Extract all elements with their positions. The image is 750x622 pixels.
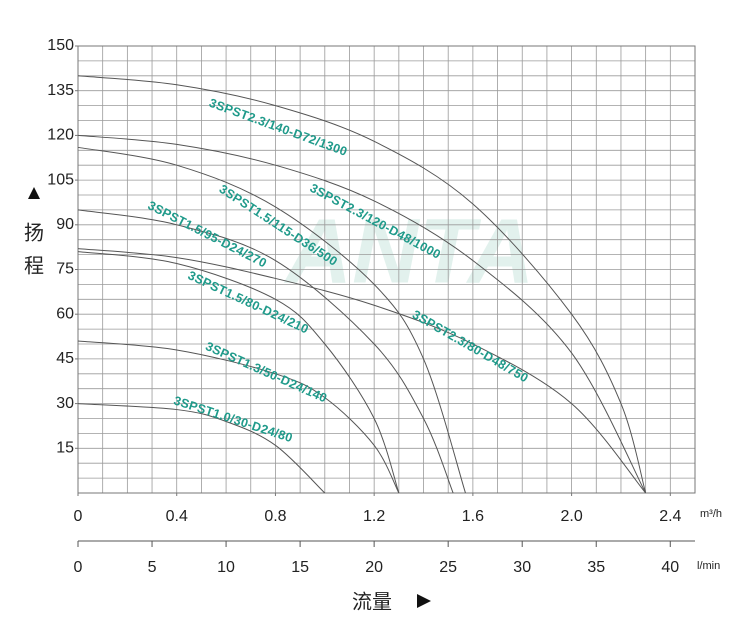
x-tick-label: 1.2: [363, 508, 385, 525]
x-tick-label: 2.0: [560, 508, 582, 525]
y-arrow: [28, 187, 40, 199]
x-tick-label: 0.4: [166, 508, 188, 525]
curve: [77, 340, 400, 494]
curve: [77, 146, 466, 494]
y-tick-label: 120: [47, 127, 74, 144]
x2-unit: l/min: [697, 560, 720, 572]
y-axis-title: 程: [24, 254, 44, 278]
curve: [77, 251, 400, 494]
x2-tick-label: 20: [365, 559, 383, 576]
x-unit: m³/h: [700, 508, 722, 520]
y-tick-label: 75: [56, 261, 74, 278]
x2-tick-label: 25: [439, 559, 457, 576]
x2-tick-label: 30: [513, 559, 531, 576]
x2-tick-label: 40: [661, 559, 679, 576]
y-tick-label: 45: [56, 350, 74, 367]
y-tick-label: 105: [47, 171, 74, 188]
y-axis-title: 扬: [24, 221, 44, 245]
x2-tick-label: 10: [217, 559, 235, 576]
y-tick-label: 30: [56, 395, 74, 412]
y-tick-label: 15: [56, 440, 74, 457]
x-tick-label: 0.8: [264, 508, 286, 525]
curve: [77, 134, 647, 494]
y-tick-label: 60: [56, 305, 74, 322]
curve: [77, 403, 326, 494]
x2-tick-label: 5: [148, 559, 157, 576]
x-tick-label: 0: [74, 508, 83, 525]
curve: [77, 248, 647, 494]
x-arrow: [417, 594, 431, 608]
x-axis-title: 流量: [352, 590, 392, 614]
watermark: ANTA: [284, 200, 535, 302]
curve: [77, 75, 647, 494]
x-tick-label: 1.6: [462, 508, 484, 525]
curve-label: 3SPST1.0/30-D24/80: [172, 393, 294, 445]
curve-label: 3SPST1.3/50-D24/140: [203, 339, 329, 405]
y-tick-label: 150: [47, 37, 74, 54]
x2-tick-label: 35: [587, 559, 605, 576]
x2-tick-label: 0: [74, 559, 83, 576]
x2-tick-label: 15: [291, 559, 309, 576]
curve: [77, 209, 454, 494]
x-tick-label: 2.4: [659, 508, 681, 525]
y-tick-label: 135: [47, 82, 74, 99]
y-tick-label: 90: [56, 216, 74, 233]
